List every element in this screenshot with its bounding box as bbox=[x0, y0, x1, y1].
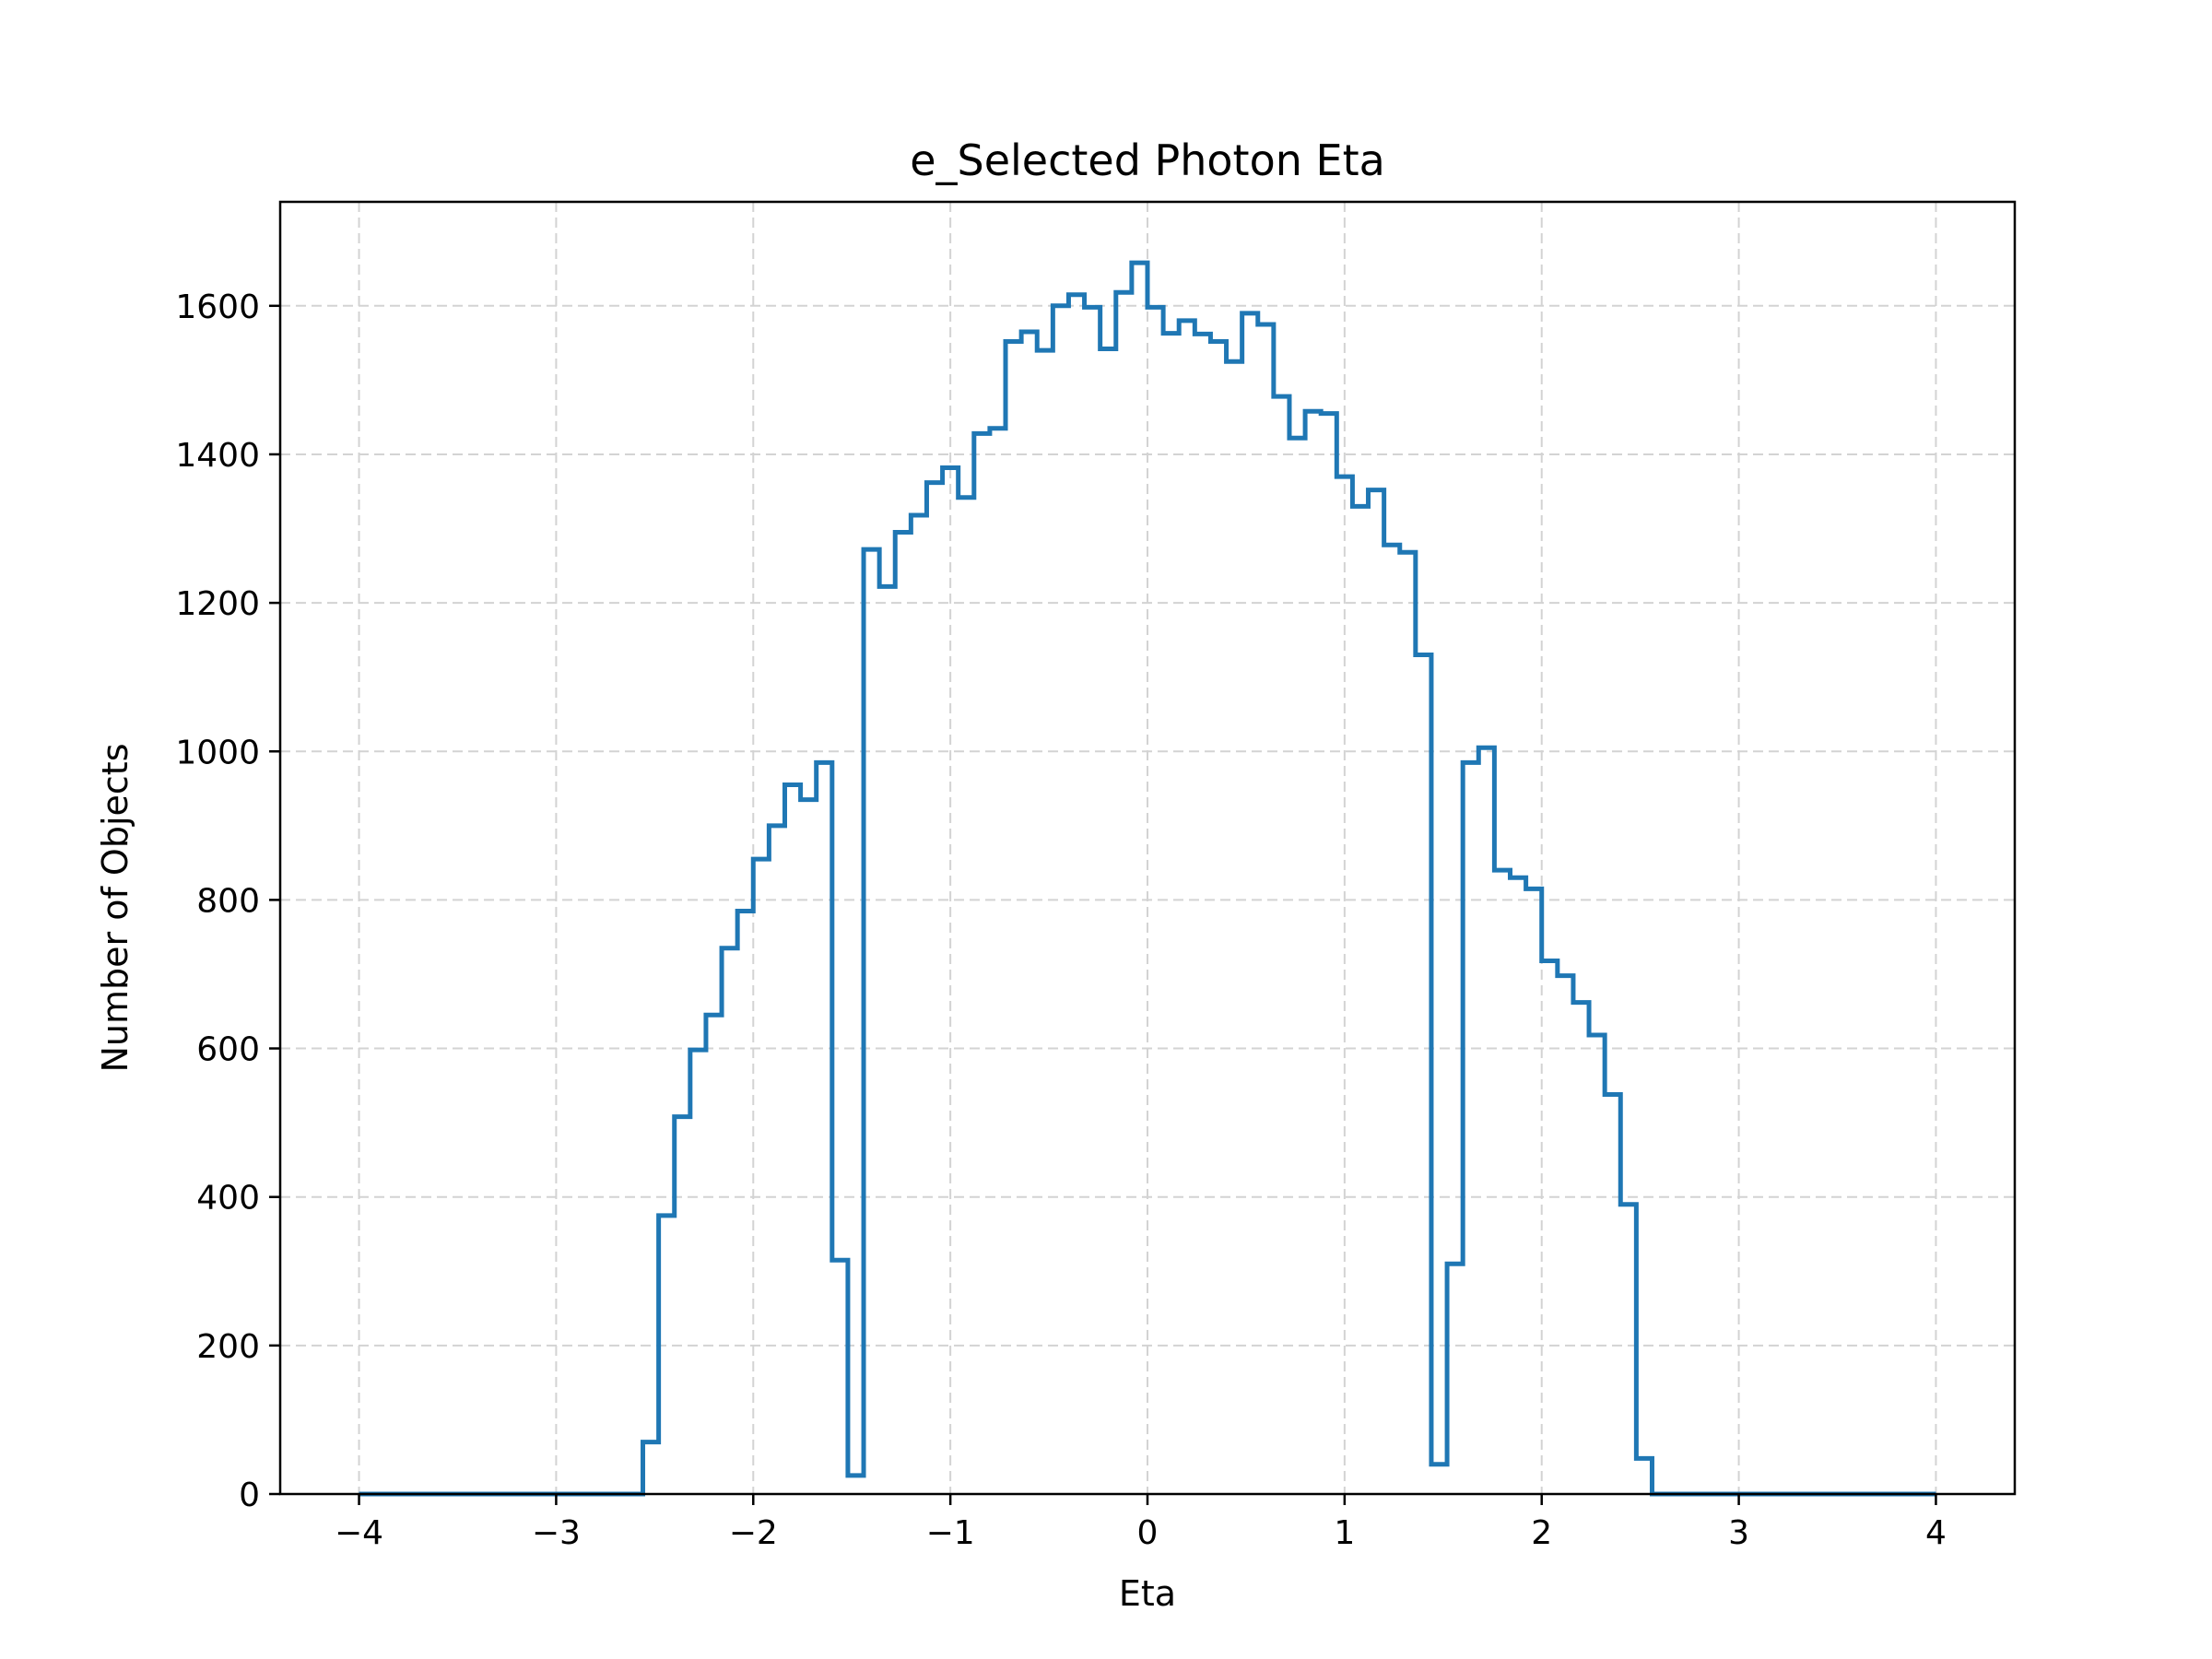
chart-title: e_Selected Photon Eta bbox=[910, 135, 1385, 185]
y-tick-label: 600 bbox=[196, 1031, 260, 1069]
x-tick-label: −3 bbox=[532, 1514, 581, 1552]
x-tick-label: −4 bbox=[335, 1514, 383, 1552]
x-axis-ticks: −4 −3 −2 −1 0 1 2 3 4 bbox=[335, 1494, 1947, 1552]
x-tick-label: −2 bbox=[729, 1514, 778, 1552]
x-axis-label: Eta bbox=[1119, 1573, 1176, 1614]
histogram-step-line bbox=[359, 260, 1936, 1497]
x-tick-label: 0 bbox=[1137, 1514, 1159, 1552]
y-axis-ticks: 0 200 400 600 800 1000 1200 1400 1600 bbox=[175, 288, 280, 1514]
y-tick-label: 400 bbox=[196, 1180, 260, 1218]
x-tick-label: 1 bbox=[1334, 1514, 1355, 1552]
y-tick-label: 1000 bbox=[175, 734, 260, 771]
y-axis-label: Number of Objects bbox=[95, 744, 135, 1073]
y-tick-label: 1200 bbox=[175, 585, 260, 623]
x-tick-label: 2 bbox=[1531, 1514, 1552, 1552]
y-tick-label: 800 bbox=[196, 882, 260, 920]
x-tick-label: 3 bbox=[1728, 1514, 1749, 1552]
x-tick-label: −1 bbox=[926, 1514, 975, 1552]
y-tick-label: 1400 bbox=[175, 437, 260, 475]
y-tick-label: 1600 bbox=[175, 288, 260, 326]
y-tick-label: 200 bbox=[196, 1328, 260, 1366]
x-tick-label: 4 bbox=[1925, 1514, 1947, 1552]
grid-lines bbox=[280, 202, 2015, 1495]
y-tick-label: 0 bbox=[239, 1477, 260, 1514]
